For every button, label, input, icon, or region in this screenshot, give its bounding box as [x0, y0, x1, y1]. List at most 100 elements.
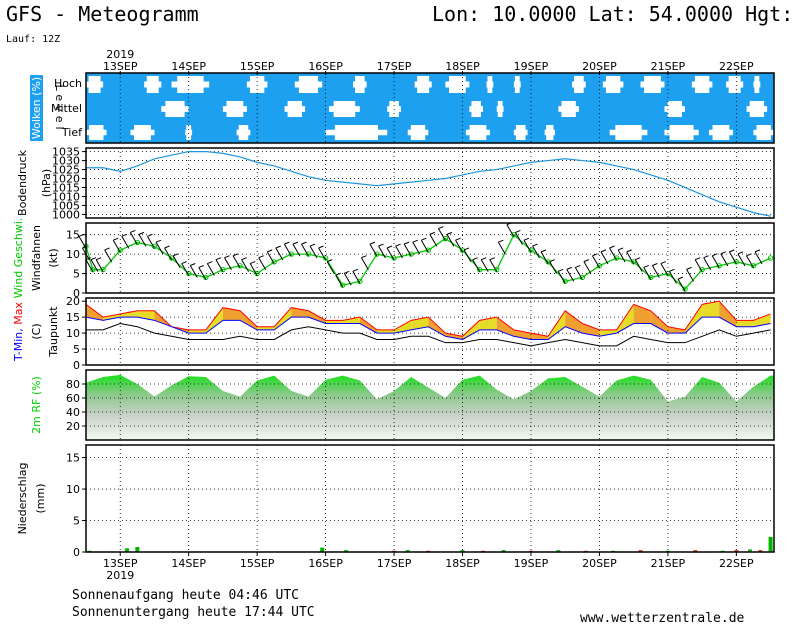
- wind-speed-point: [630, 259, 637, 265]
- temperature-band: [462, 320, 480, 340]
- date-label-bottom: 20SEP: [582, 557, 617, 570]
- wind-barb: [90, 259, 99, 272]
- wind-barb-flag: [446, 231, 453, 235]
- pressure-tick-label: 1000: [52, 208, 80, 221]
- wind-barb: [335, 274, 344, 288]
- wind-speed-point: [374, 251, 380, 257]
- wind-barb: [403, 243, 412, 257]
- wind-speed-point: [699, 266, 705, 273]
- cloud-clear-gap: [486, 76, 494, 93]
- temperature-band: [411, 317, 429, 330]
- wind-barb: [626, 251, 635, 265]
- temperature-band: [428, 317, 446, 337]
- date-label-top: 20SEP: [582, 60, 617, 73]
- date-label-bottom: 18SEP: [445, 557, 480, 570]
- date-label-top: 16SEP: [308, 60, 343, 73]
- temperature-band: [650, 310, 668, 334]
- wind-barb: [420, 239, 429, 253]
- precip-tick-label: 10: [66, 483, 80, 496]
- cloud-clear-gap: [284, 101, 306, 117]
- temperature-band: [257, 326, 275, 330]
- tmax-line: [85, 300, 771, 337]
- wind-speed-point: [750, 263, 757, 269]
- precip-bar: [501, 550, 506, 552]
- wind-speed-point: [151, 243, 158, 250]
- cloud-clear-gap: [746, 101, 768, 117]
- temperature-tick-label: 10: [66, 327, 80, 340]
- wind-barb-flag: [421, 237, 427, 241]
- temperature-band: [342, 317, 360, 324]
- temperature-band: [530, 333, 549, 340]
- date-label-top: 19SEP: [514, 60, 549, 73]
- wind-barb: [266, 251, 275, 265]
- wind-barb: [463, 249, 472, 263]
- temperature-tick-label: 20: [66, 295, 80, 308]
- wind-barb: [369, 243, 378, 257]
- wind-speed-point: [476, 266, 483, 273]
- wind-barb-flag: [275, 245, 282, 249]
- wind-barb: [378, 245, 386, 259]
- wind-barb: [737, 253, 746, 267]
- wind-barb: [609, 247, 617, 261]
- wind-barb-flag: [155, 239, 162, 243]
- wind-speed-point: [562, 278, 568, 285]
- website-link[interactable]: www.wetterzentrale.de: [580, 611, 745, 626]
- wind-barb-flag: [463, 247, 470, 251]
- date-label-top: 17SEP: [377, 60, 412, 73]
- wind-barb-flag: [344, 270, 350, 274]
- wind-barb: [480, 259, 489, 272]
- location-readout: Lon: 10.0000 Lat: 54.0000 Hgt: 2: [432, 2, 800, 26]
- cloud-clear-gap: [513, 76, 521, 93]
- wind-barb-flag: [429, 231, 436, 235]
- pressure-tick-label: 1005: [52, 199, 80, 212]
- year-label-top: 2019: [106, 48, 134, 61]
- wind-barb: [686, 269, 694, 282]
- cloud-clear-gap: [469, 101, 484, 117]
- temperature-band: [599, 329, 617, 337]
- cloud-clear-gap: [185, 125, 193, 140]
- wind-barb-flag: [558, 268, 564, 272]
- wind-barb: [241, 259, 250, 272]
- precip-bar: [693, 550, 698, 552]
- temperature-band: [513, 329, 531, 340]
- panel-border: [85, 222, 775, 294]
- wind-barb-flag: [172, 253, 179, 257]
- wind-barb-flag: [138, 231, 145, 235]
- temperature-band: [376, 329, 395, 334]
- wind-barb-flag: [95, 257, 102, 261]
- wind-speed-point: [511, 231, 517, 238]
- cloud-level-axis-label: Level: [53, 84, 66, 133]
- precip-bar: [460, 550, 465, 552]
- wind-speed-point: [134, 239, 141, 246]
- wind-barb-flag: [660, 261, 667, 265]
- cloud-clear-gap: [496, 101, 504, 117]
- cloud-clear-gap: [602, 76, 624, 93]
- date-label-bottom: 21SEP: [651, 557, 686, 570]
- wind-barb-flag: [635, 257, 641, 261]
- wind-barb-flag: [78, 233, 85, 237]
- cloud-clear-gap: [465, 125, 490, 140]
- wind-barb: [386, 247, 395, 261]
- wind-barb-flag: [455, 237, 461, 241]
- wind-barb-flag: [130, 229, 136, 233]
- temperature-band: [445, 333, 463, 340]
- temperature-band: [222, 307, 241, 321]
- wind-barb-flag: [481, 257, 487, 261]
- precip-ylabel-1: Niederschlag: [16, 463, 29, 535]
- panel-border: [85, 297, 775, 366]
- cloud-clear-gap: [236, 125, 251, 140]
- temperature-tick-label: 0: [73, 359, 80, 372]
- wind-barb: [497, 241, 506, 255]
- precip-tick-label: 15: [66, 452, 80, 465]
- temperature-ylabel-2: (C): [30, 323, 43, 339]
- wind-barb-flag: [566, 266, 572, 270]
- date-label-bottom: 14SEP: [171, 557, 206, 570]
- wind-speed-point: [716, 263, 722, 269]
- wind-barb: [189, 265, 198, 278]
- wind-speed-line: [85, 233, 771, 291]
- wind-speed-point: [220, 266, 226, 273]
- date-label-top: 13SEP: [103, 60, 138, 73]
- wind-barb: [754, 251, 763, 265]
- wind-barb: [677, 278, 686, 292]
- temperature-band: [582, 323, 600, 337]
